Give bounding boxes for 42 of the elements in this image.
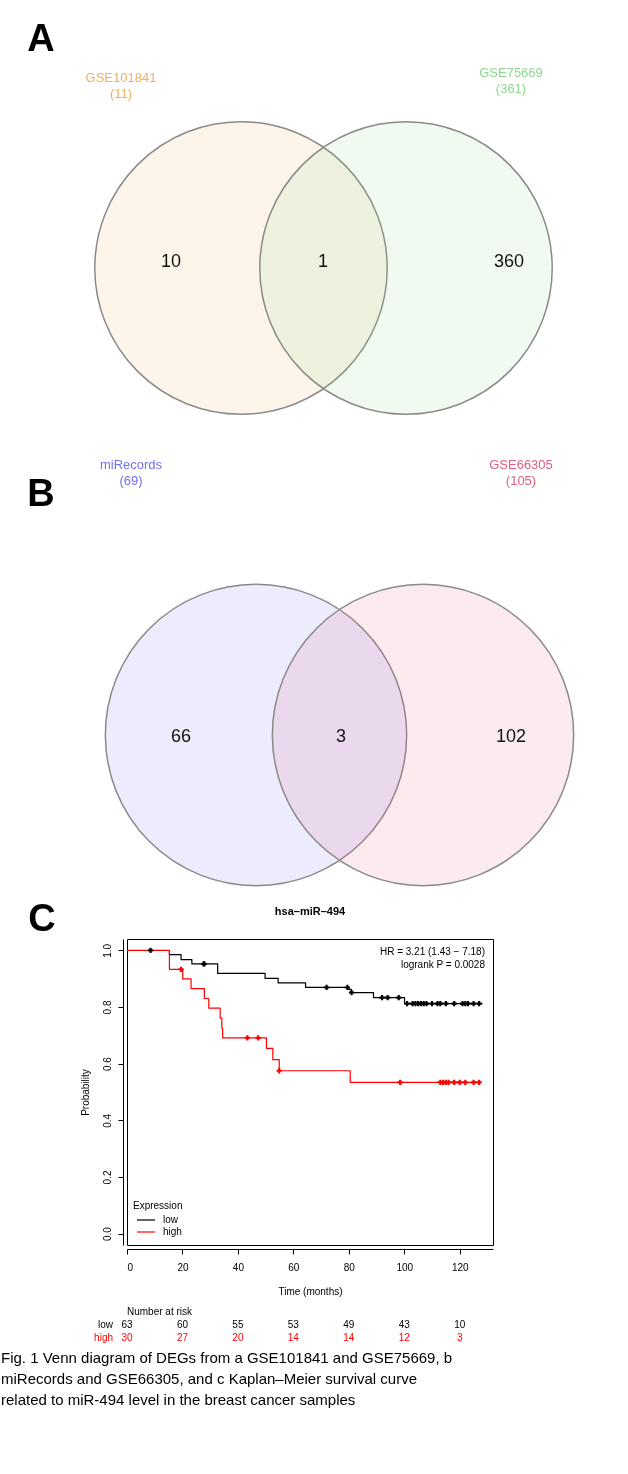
text: 10	[160, 251, 182, 271]
text: 360	[493, 251, 525, 271]
x-tick-label: 80	[343, 1261, 356, 1273]
x-tick-label: 0	[127, 1261, 134, 1273]
text: (69)	[119, 473, 143, 488]
y-tick-label: 0.8	[101, 1000, 113, 1015]
x-tick-label: 120	[451, 1261, 470, 1273]
text: 3	[335, 726, 347, 746]
y-tick-label: 0.2	[101, 1170, 113, 1185]
legend-label: high	[163, 1226, 182, 1237]
y-tick-label: 0.4	[101, 1113, 113, 1128]
text: A	[27, 17, 55, 59]
category-label: GSE101841	[85, 70, 157, 85]
text: 102	[495, 726, 527, 746]
caption: Fig. 1 Venn diagram of DEGs from a GSE101841 and GSE75669, b miRecords and GSE66305, and c Kaplan–Meier survival curve related to miR-494 level in the breast cancer samples	[1, 1349, 453, 1408]
x-tick-label: 40	[232, 1261, 245, 1273]
y-axis-title: Probability	[79, 1069, 91, 1116]
category-label: GSE66305	[489, 457, 553, 472]
x-axis-title: Time (months)	[278, 1285, 343, 1297]
text: B	[27, 472, 55, 514]
category-label: miRecords	[99, 457, 163, 472]
text: Number at risk	[127, 1306, 194, 1317]
x-tick-label: 100	[396, 1261, 414, 1273]
text: (105)	[505, 473, 537, 488]
annotation: logrank P = 0.0028	[400, 959, 486, 970]
x-tick-label: 60	[288, 1261, 300, 1273]
text: low 63 60 55 53 49 43 10	[97, 1319, 466, 1330]
category-label: GSE75669	[479, 65, 543, 80]
text: C	[28, 897, 56, 939]
chart-title: hsa–miR–494	[274, 905, 347, 917]
text: (361)	[495, 81, 527, 96]
text: (11)	[109, 86, 133, 101]
text: 66	[170, 726, 192, 746]
text: 1	[317, 251, 329, 271]
legend-title: Expression	[133, 1200, 183, 1211]
y-tick-label: 0.0	[101, 1226, 113, 1242]
y-tick-label: 1.0	[101, 943, 113, 958]
legend-label: low	[163, 1214, 179, 1225]
y-tick-label: 0.6	[101, 1056, 113, 1072]
text: high 30 27 20 14 14 12 3	[94, 1332, 463, 1343]
annotation: HR = 3.21 (1.43 − 7.18)	[379, 946, 485, 957]
x-tick-label: 20	[177, 1261, 189, 1273]
